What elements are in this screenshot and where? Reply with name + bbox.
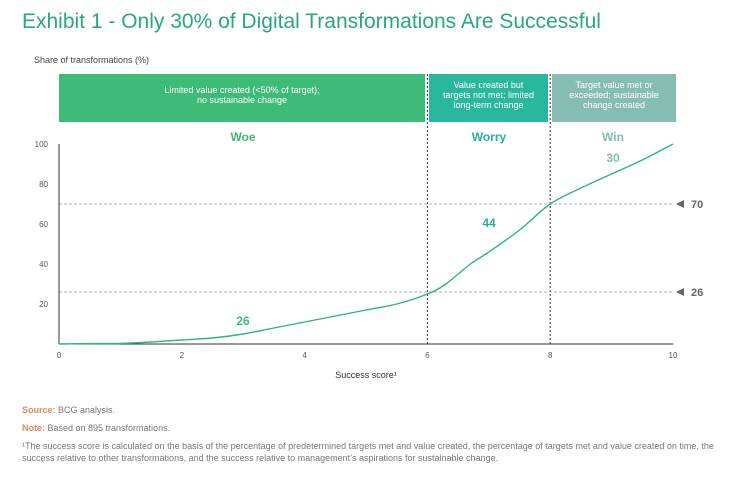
- zone-label-woe: Woe: [230, 130, 255, 144]
- header-band-2: [429, 74, 548, 122]
- threshold-arrow-icon: [676, 288, 684, 296]
- y-axis-title: Share of transformations (%): [34, 55, 150, 65]
- note-text: Based on 895 transformations.: [45, 423, 171, 433]
- zone-value-win: 30: [606, 151, 620, 165]
- source-line: Source: BCG analysis.: [22, 404, 115, 416]
- note-label: Note:: [22, 423, 45, 433]
- header-band-text-1: Limited value created (<50% of target);: [164, 85, 319, 95]
- header-band-text-2: targets not met; limited: [443, 90, 534, 100]
- header-band-text-3: Target value met or: [575, 80, 652, 90]
- threshold-label-2: 70: [691, 199, 703, 211]
- header-band-text-2: Value created but: [454, 80, 524, 90]
- source-text: BCG analysis.: [55, 405, 116, 415]
- source-label: Source:: [22, 405, 56, 415]
- x-tick-label: 10: [669, 351, 678, 360]
- zone-label-worry: Worry: [472, 130, 507, 144]
- header-band-1: [59, 74, 425, 122]
- x-tick-label: 0: [57, 351, 62, 360]
- note-line: Note: Based on 895 transformations.: [22, 422, 170, 434]
- header-band-3: [552, 74, 676, 122]
- y-tick-label: 60: [39, 220, 48, 229]
- threshold-arrow-icon: [676, 200, 684, 208]
- y-tick-label: 40: [39, 260, 48, 269]
- footnote: ¹The success score is calculated on the …: [22, 441, 714, 463]
- x-tick-label: 2: [180, 351, 185, 360]
- threshold-label-1: 26: [691, 287, 703, 299]
- x-tick-label: 8: [548, 351, 553, 360]
- zone-label-win: Win: [602, 130, 624, 144]
- y-tick-label: 80: [39, 180, 48, 189]
- y-tick-label: 20: [39, 300, 48, 309]
- zone-value-woe: 26: [236, 314, 250, 328]
- chart: Limited value created (<50% of target);n…: [35, 74, 703, 380]
- x-axis-title: Success score¹: [335, 370, 397, 380]
- header-band-text-2: long-term change: [453, 100, 523, 110]
- x-tick-label: 4: [302, 351, 307, 360]
- header-band-text-1: no sustainable change: [197, 95, 287, 105]
- page-title: Exhibit 1 - Only 30% of Digital Transfor…: [22, 10, 601, 33]
- zone-value-worry: 44: [482, 216, 496, 230]
- header-band-text-3: change created: [583, 100, 645, 110]
- x-tick-label: 6: [425, 351, 430, 360]
- series-line: [58, 143, 674, 345]
- header-band-text-3: exceeded; sustainable: [569, 90, 659, 100]
- y-tick-label: 100: [35, 140, 49, 149]
